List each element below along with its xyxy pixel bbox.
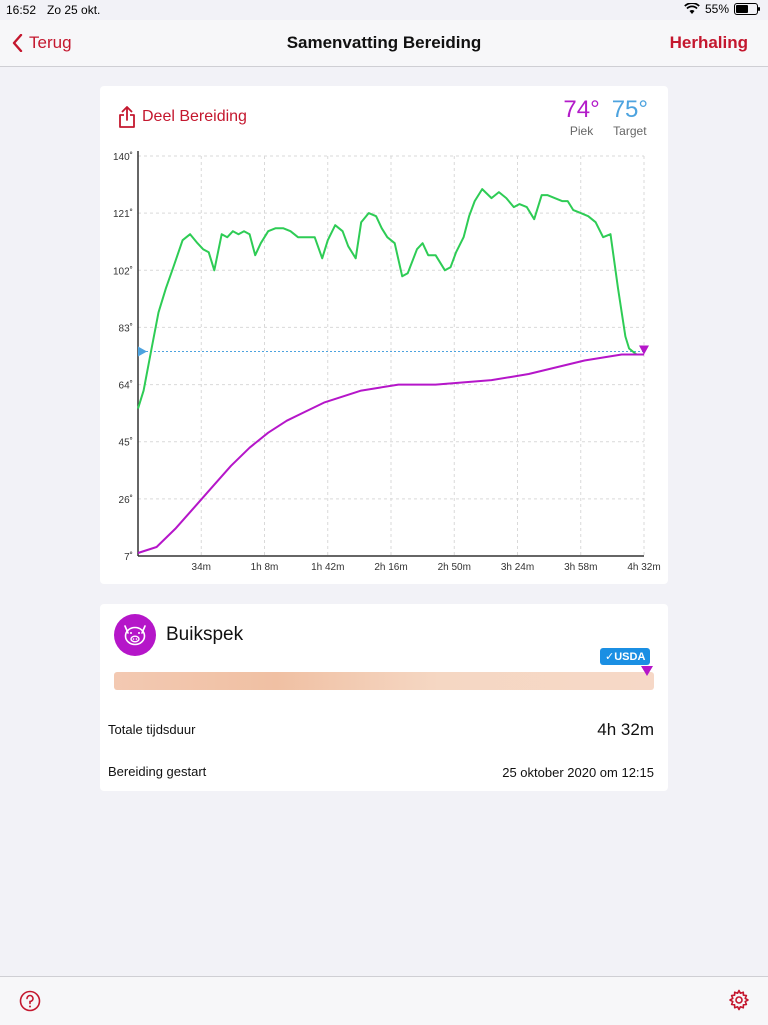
target-marker-icon bbox=[138, 346, 147, 357]
pig-icon bbox=[114, 614, 156, 656]
x-tick-label: 3h 58m bbox=[564, 562, 597, 573]
gear-icon bbox=[729, 989, 749, 1011]
cook-started-label: Bereiding gestart bbox=[108, 764, 207, 779]
internal-temperature-line bbox=[137, 353, 644, 554]
meat-name: Buikspek bbox=[166, 624, 244, 645]
meat-card: Buikspek ✓USDA Totale tijdsduur 4h 32m B… bbox=[100, 604, 668, 791]
battery-percent: 55% bbox=[704, 2, 729, 16]
status-time: 16:52 bbox=[6, 3, 37, 17]
help-icon bbox=[19, 990, 41, 1012]
peak-temperature: 74° Piek bbox=[563, 96, 599, 138]
status-bar: 16:52 Zo 25 okt. 55% bbox=[0, 0, 768, 20]
status-date: Zo 25 okt. bbox=[47, 3, 101, 17]
target-label: Target bbox=[613, 124, 647, 138]
temperature-chart: 34m 1h 8m 1h 42m 2h 16m 2h 50m 3h 24m 3h 58m 4h… bbox=[113, 151, 661, 573]
share-label: Deel Bereiding bbox=[142, 108, 247, 125]
x-tick-label: 2h 16m bbox=[374, 562, 407, 573]
target-temperature: 75° Target bbox=[612, 96, 648, 138]
y-tick-label: 7˚ bbox=[124, 551, 133, 563]
y-tick-label: 102˚ bbox=[113, 265, 133, 277]
y-tick-label: 121˚ bbox=[113, 208, 133, 220]
back-label: Terug bbox=[29, 33, 72, 52]
y-tick-label: 83˚ bbox=[119, 322, 133, 334]
temperature-summary: 74° Piek 75° Target bbox=[563, 96, 648, 138]
x-tick-label: 3h 24m bbox=[501, 562, 534, 573]
doneness-pointer-icon bbox=[641, 666, 653, 676]
share-cook-button[interactable]: Deel Bereiding bbox=[118, 106, 247, 128]
status-right: 55% bbox=[684, 2, 760, 16]
usda-badge: ✓USDA bbox=[600, 648, 651, 665]
target-value: 75° bbox=[611, 96, 648, 123]
back-button[interactable]: Terug bbox=[12, 33, 72, 53]
share-icon bbox=[119, 106, 135, 128]
chevron-left-icon bbox=[12, 34, 23, 52]
total-duration-value: 4h 32m bbox=[597, 720, 654, 739]
repeat-button[interactable]: Herhaling bbox=[669, 33, 748, 52]
total-duration-label: Totale tijdsduur bbox=[108, 722, 196, 737]
doneness-bar bbox=[114, 672, 654, 690]
ambient-temperature-line bbox=[137, 188, 644, 409]
x-tick-label: 34m bbox=[192, 562, 211, 573]
peak-marker-icon bbox=[639, 345, 649, 355]
y-tick-label: 26˚ bbox=[119, 494, 133, 506]
cook-started-value: 25 oktober 2020 om 12:15 bbox=[502, 765, 654, 780]
x-tick-label: 1h 42m bbox=[311, 562, 344, 573]
x-tick-label: 2h 50m bbox=[438, 562, 471, 573]
settings-button[interactable] bbox=[728, 989, 750, 1016]
navigation-bar: Terug Samenvatting Bereiding Herhaling bbox=[0, 20, 768, 67]
peak-label: Piek bbox=[569, 124, 594, 138]
x-tick-label: 4h 32m bbox=[627, 562, 660, 573]
y-tick-label: 140˚ bbox=[113, 151, 133, 163]
x-tick-label: 1h 8m bbox=[251, 562, 279, 573]
bottom-toolbar bbox=[0, 976, 768, 1025]
battery-icon bbox=[734, 3, 760, 15]
chart-card: Deel Bereiding 74° Piek 75° Target 34m 1h… bbox=[100, 86, 668, 584]
peak-value: 74° bbox=[563, 96, 600, 123]
help-button[interactable] bbox=[19, 990, 41, 1017]
y-tick-label: 45˚ bbox=[119, 437, 133, 449]
wifi-icon bbox=[684, 3, 700, 14]
page-title: Samenvatting Bereiding bbox=[286, 33, 482, 52]
y-tick-label: 64˚ bbox=[119, 380, 133, 392]
